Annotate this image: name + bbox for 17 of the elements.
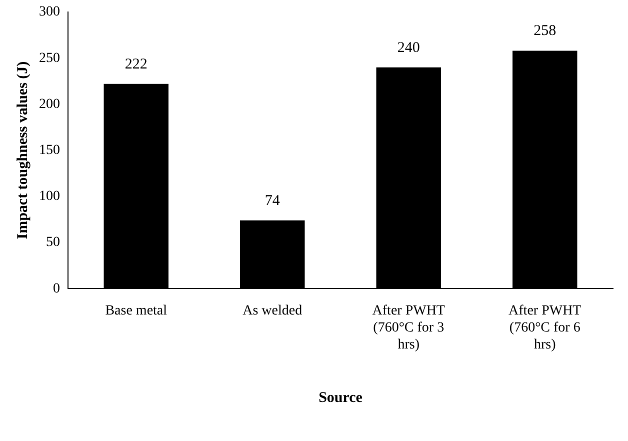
y-tick-label: 150 [39,142,60,158]
y-tick-label: 50 [46,235,60,250]
x-tick-label: As welded [242,304,302,319]
x-tick-label: After PWHT (760°C for 6 hrs) [508,304,582,352]
y-tick-label: 100 [39,189,60,204]
data-label: 258 [534,23,556,40]
x-tick-label: Base metal [105,304,168,319]
y-tick-label: 250 [39,50,60,66]
y-axis-title: Impact toughness values (J) [14,61,31,240]
x-tick-label: After PWHT (760°C for 3 hrs) [372,304,446,352]
y-tick-label: 0 [53,281,60,296]
x-axis-title: Source [318,390,363,406]
y-tick-label: 200 [39,96,60,112]
y-tick-label: 300 [39,4,60,20]
data-label: 240 [397,40,420,56]
data-label: 74 [264,192,280,209]
data-label: 222 [124,56,148,72]
